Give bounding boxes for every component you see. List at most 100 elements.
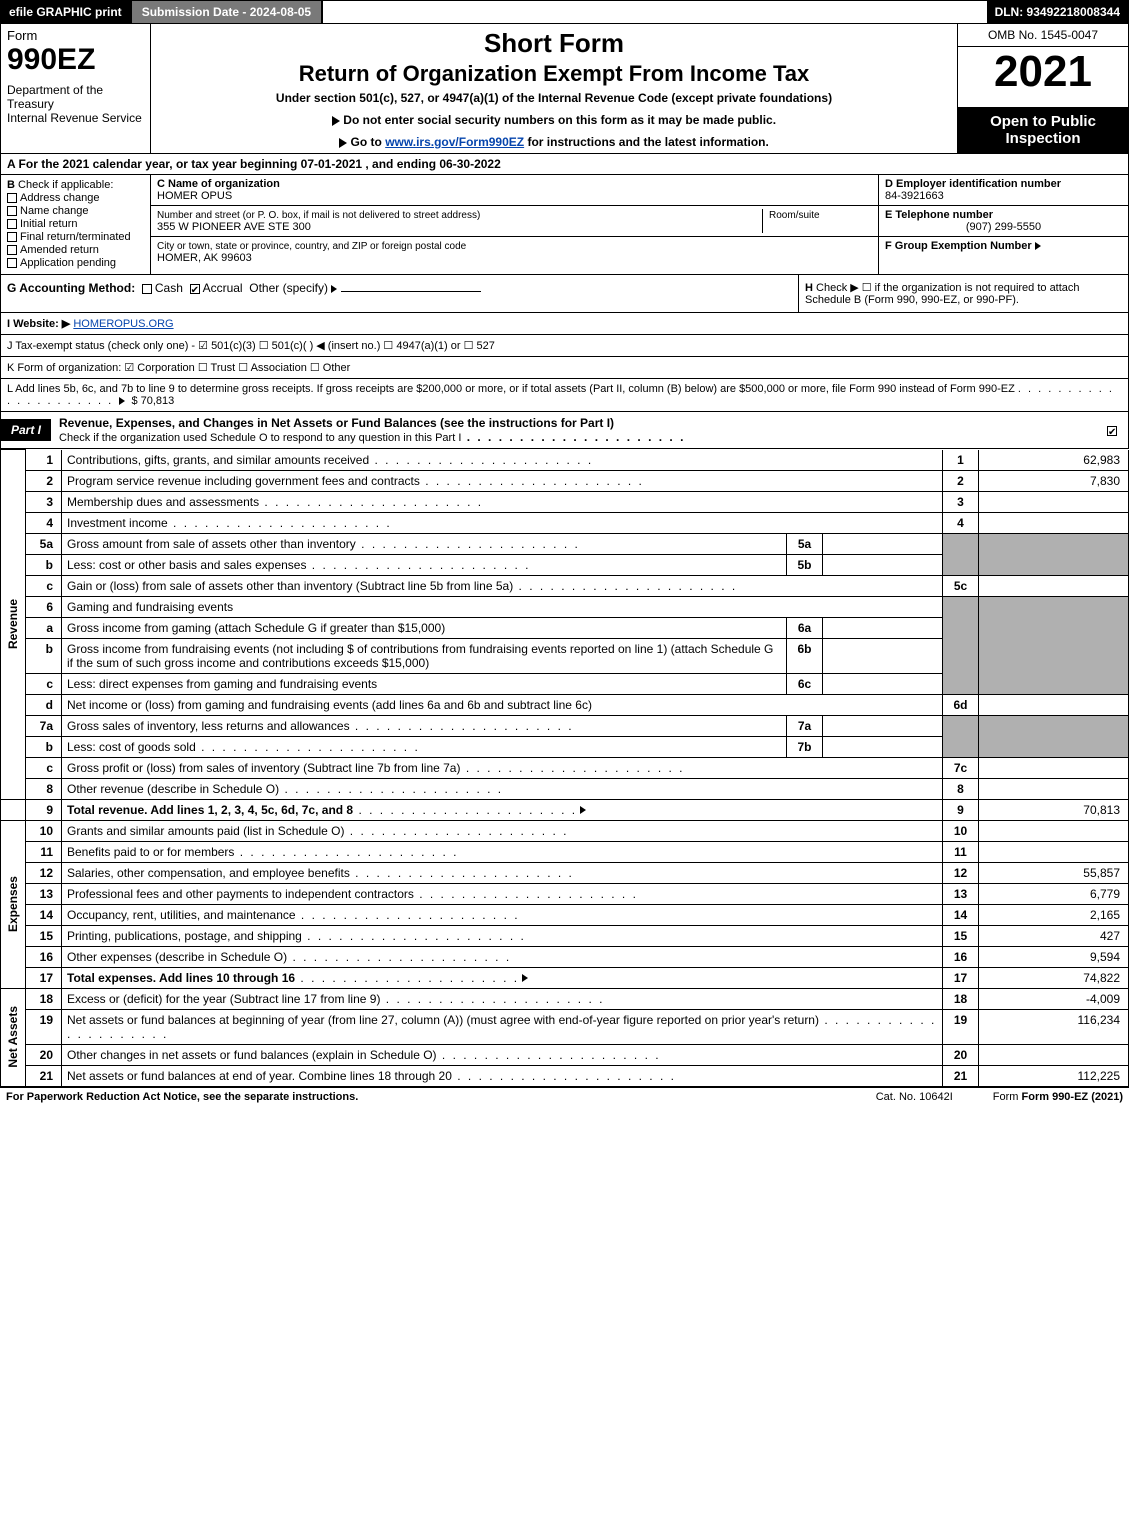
ein-label: D Employer identification number [885,178,1061,190]
line-18-num: 18 [26,988,62,1009]
shaded-7ab-val [979,715,1129,757]
part-1-table: Revenue 1 Contributions, gifts, grants, … [0,449,1129,1087]
line-2-desc: Program service revenue including govern… [62,470,943,491]
line-19-box: 19 [943,1009,979,1044]
line-17-val: 74,822 [979,967,1129,988]
efile-graphic-print[interactable]: efile GRAPHIC print [1,1,130,23]
line-5c-box: 5c [943,575,979,596]
line-10-box: 10 [943,820,979,841]
org-name-row: C Name of organization HOMER OPUS [151,175,878,206]
line-9-box: 9 [943,799,979,820]
part-1-checkbox[interactable] [1099,419,1128,441]
checkbox-final-return[interactable]: Final return/terminated [7,231,144,243]
line-19-val: 116,234 [979,1009,1129,1044]
line-10-val [979,820,1129,841]
checkbox-address-change[interactable]: Address change [7,192,144,204]
do-not-enter: Do not enter social security numbers on … [159,113,949,127]
line-7a-desc: Gross sales of inventory, less returns a… [62,715,787,736]
line-4-num: 4 [26,512,62,533]
line-6c-sublbl: 6c [787,673,823,694]
line-k-text: K Form of organization: ☑ Corporation ☐ … [7,362,350,374]
form-word: Form [7,28,144,43]
netassets-label: Net Assets [6,1006,20,1068]
line-12-desc: Salaries, other compensation, and employ… [62,862,943,883]
col-c-org-info: C Name of organization HOMER OPUS Number… [151,175,878,274]
line-15-box: 15 [943,925,979,946]
checkbox-cash[interactable] [142,284,152,294]
line-16-val: 9,594 [979,946,1129,967]
revenue-side-label-end [1,799,26,820]
line-10-num: 10 [26,820,62,841]
city-val: HOMER, AK 99603 [157,252,252,264]
line-5a-desc: Gross amount from sale of assets other t… [62,533,787,554]
line-6b-subval [823,638,943,673]
line-21-box: 21 [943,1065,979,1086]
accounting-method: G Accounting Method: Cash Accrual Other … [1,275,798,312]
line-7b-num: b [26,736,62,757]
checkbox-name-change[interactable]: Name change [7,205,144,217]
line-14-val: 2,165 [979,904,1129,925]
line-11-box: 11 [943,841,979,862]
schedule-b-check: H Check ▶ ☐ if the organization is not r… [798,275,1128,312]
city-row: City or town, state or province, country… [151,237,878,267]
line-6d-box: 6d [943,694,979,715]
line-2-box: 2 [943,470,979,491]
room-caption: Room/suite [769,210,820,221]
line-7b-desc: Less: cost of goods sold [62,736,787,757]
line-7c-desc: Gross profit or (loss) from sales of inv… [62,757,943,778]
line-5b-sublbl: 5b [787,554,823,575]
donot-text: Do not enter social security numbers on … [343,113,776,127]
triangle-icon [580,806,586,814]
accrual-label: Accrual [203,281,243,295]
top-bar: efile GRAPHIC print Submission Date - 20… [0,0,1129,24]
line-l-text: L Add lines 5b, 6c, and 7b to line 9 to … [7,383,1015,395]
line-7c-val [979,757,1129,778]
line-16-box: 16 [943,946,979,967]
line-5c-val [979,575,1129,596]
h-text: Check ▶ ☐ if the organization is not req… [805,282,1080,306]
line-4-box: 4 [943,512,979,533]
tax-exempt-status: J Tax-exempt status (check only one) - ☑… [0,335,1129,357]
line-12-val: 55,857 [979,862,1129,883]
checkbox-amended-return[interactable]: Amended return [7,244,144,256]
part-1-header: Part I Revenue, Expenses, and Changes in… [0,412,1129,449]
line-15-num: 15 [26,925,62,946]
line-7c-num: c [26,757,62,778]
line-6c-num: c [26,673,62,694]
header-center: Short Form Return of Organization Exempt… [151,24,958,153]
form-number: 990EZ [7,43,144,77]
line-6b-desc: Gross income from fundraising events (no… [62,638,787,673]
line-20-desc: Other changes in net assets or fund bala… [62,1044,943,1065]
omb-number: OMB No. 1545-0047 [958,24,1128,47]
line-1-val: 62,983 [979,450,1129,471]
irs-link[interactable]: www.irs.gov/Form990EZ [385,135,524,149]
short-form-title: Short Form [159,28,949,59]
line-20-box: 20 [943,1044,979,1065]
expenses-label: Expenses [6,876,20,932]
line-17-box: 17 [943,967,979,988]
opt-amended-return: Amended return [20,244,99,256]
checkbox-initial-return[interactable]: Initial return [7,218,144,230]
ein-row: D Employer identification number 84-3921… [879,175,1128,206]
website-link[interactable]: HOMEROPUS.ORG [73,318,173,330]
group-exemption-label: F Group Exemption Number [885,240,1032,252]
line-8-num: 8 [26,778,62,799]
line-11-num: 11 [26,841,62,862]
line-5a-num: 5a [26,533,62,554]
form-number-footer: Form Form 990-EZ (2021) [993,1091,1123,1103]
line-4-desc: Investment income [62,512,943,533]
expenses-side-label: Expenses [1,820,26,988]
line-6a-sublbl: 6a [787,617,823,638]
street-val: 355 W PIONEER AVE STE 300 [157,221,311,233]
opt-initial-return: Initial return [20,218,77,230]
part-1-title: Revenue, Expenses, and Changes in Net As… [51,412,1099,448]
checkbox-application-pending[interactable]: Application pending [7,257,144,269]
triangle-icon [331,285,337,293]
open-to-public: Open to Public Inspection [958,107,1128,153]
line-5a-sublbl: 5a [787,533,823,554]
line-6b-num: b [26,638,62,673]
col-b-check-applicable: B Check if applicable: Address change Na… [1,175,151,274]
checkbox-accrual[interactable] [190,284,200,294]
h-label: H [805,282,813,294]
line-7b-subval [823,736,943,757]
